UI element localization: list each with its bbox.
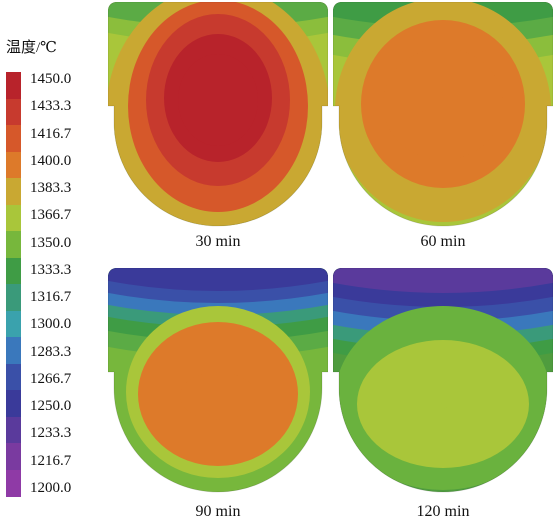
legend-label: 1250.0 <box>30 398 72 415</box>
legend-swatch <box>6 443 21 470</box>
legend-swatch <box>6 469 21 497</box>
crucible-outline <box>108 2 328 227</box>
legend-label: 1200.0 <box>30 480 72 496</box>
panel-90min <box>108 268 328 496</box>
panel-30min <box>108 2 328 230</box>
legend-title: 温度/℃ <box>6 40 57 56</box>
temperature-band <box>108 268 328 291</box>
caption-90min: 90 min <box>195 503 241 520</box>
crucible-outline <box>108 268 328 493</box>
legend-label: 1333.3 <box>30 261 72 278</box>
legend-label: 1350.0 <box>30 234 72 251</box>
legend-swatch <box>6 98 21 126</box>
temperature-core <box>178 54 258 146</box>
crucible-outline <box>333 268 553 493</box>
legend-swatch <box>6 178 21 205</box>
temperature-color-scale <box>6 72 21 497</box>
legend-swatch <box>6 204 21 232</box>
legend-swatch <box>6 363 21 391</box>
temperature-core <box>383 48 503 160</box>
legend-swatch <box>6 125 21 152</box>
legend-label: 1233.3 <box>30 425 72 442</box>
temperature-core <box>180 372 256 420</box>
legend-label: 1216.7 <box>30 452 72 469</box>
legend-label: 1416.7 <box>30 125 72 142</box>
panel-60min <box>333 2 553 230</box>
panel-120min <box>333 268 553 496</box>
legend-swatch <box>6 390 21 417</box>
legend-label: 1450.0 <box>30 71 72 87</box>
legend-label: 1366.7 <box>30 207 72 224</box>
legend-swatch <box>6 151 21 179</box>
legend-swatch <box>6 231 21 258</box>
crucible-outline <box>333 2 553 227</box>
caption-120min: 120 min <box>416 503 470 520</box>
temperature-band <box>333 268 553 293</box>
legend-swatch <box>6 310 21 338</box>
legend-label: 1383.3 <box>30 180 72 197</box>
caption-60min: 60 min <box>420 233 466 250</box>
temperature-core <box>439 403 447 409</box>
legend-swatch <box>6 337 21 364</box>
legend-label: 1316.7 <box>30 289 72 306</box>
legend-label: 1283.3 <box>30 343 72 360</box>
legend-swatch <box>6 72 21 99</box>
legend-label: 1266.7 <box>30 370 72 387</box>
legend-swatch <box>6 416 21 444</box>
caption-30min: 30 min <box>195 233 241 250</box>
legend-swatch <box>6 257 21 285</box>
legend-label: 1300.0 <box>30 316 72 333</box>
legend-label: 1433.3 <box>30 98 72 115</box>
legend-swatch <box>6 284 21 311</box>
legend-label: 1400.0 <box>30 152 72 169</box>
